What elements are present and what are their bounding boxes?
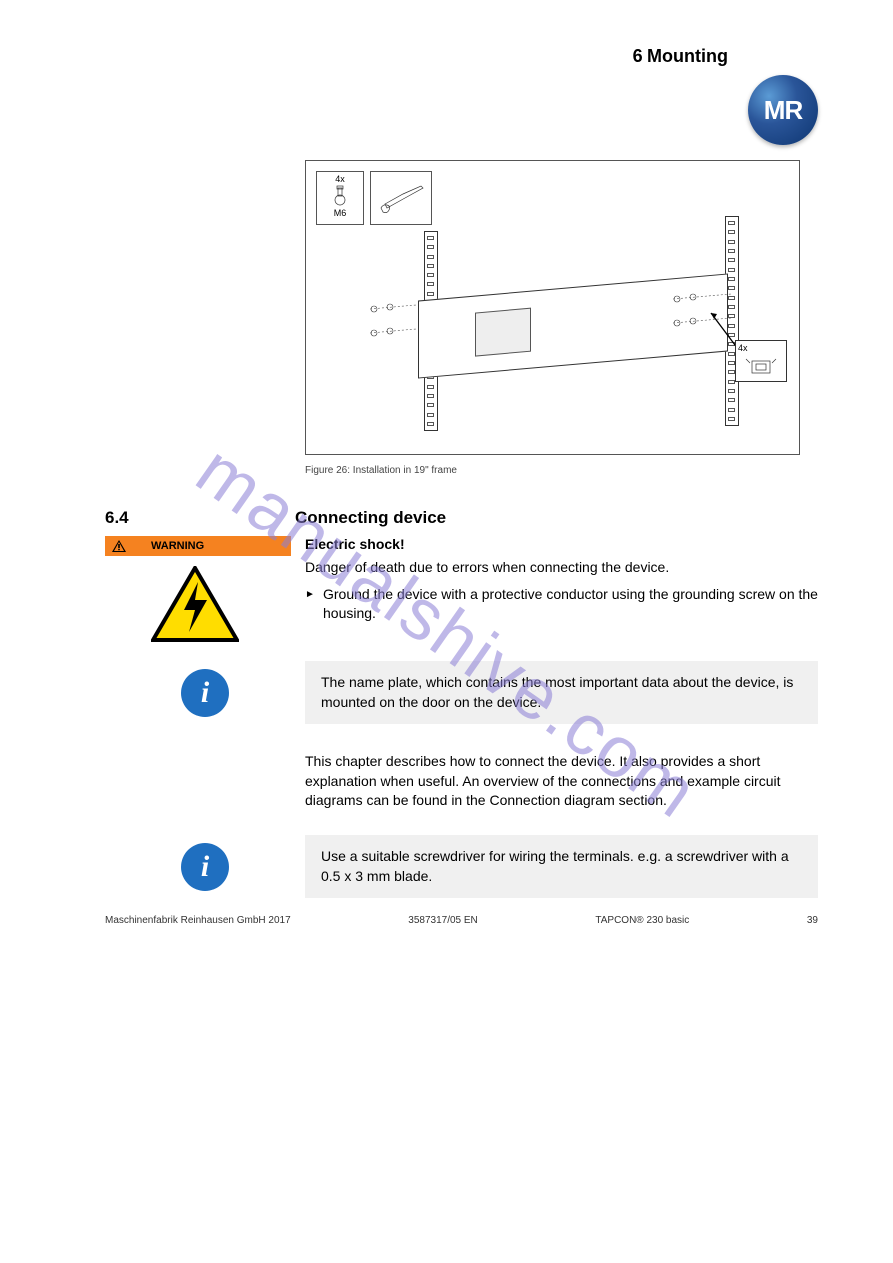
logo-text: MR: [764, 95, 802, 126]
clip-qty-label: 4x: [738, 343, 784, 353]
brand-logo: MR: [748, 75, 818, 145]
info-body-nameplate: The name plate, which contains the most …: [305, 661, 818, 724]
mounting-screws-left: [366, 291, 426, 351]
info-block-screwdriver: i Use a suitable screwdriver for wiring …: [105, 835, 818, 898]
hand-tool-icon: [373, 174, 429, 222]
tool-callout: [370, 171, 432, 225]
warning-instruction: Ground the device with a protective cond…: [305, 585, 818, 623]
info-icon-wrap: i: [105, 661, 305, 724]
footer-company: Maschinenfabrik Reinhausen GmbH 2017: [105, 915, 291, 926]
body-paragraph: This chapter describes how to connect th…: [305, 752, 818, 811]
chapter-header: 6 Mounting: [633, 46, 728, 67]
warning-indicator: WARNING: [105, 536, 305, 649]
section-title: Connecting device: [295, 508, 446, 527]
section-heading: 6.4Connecting device: [105, 508, 818, 528]
figure-rack-installation: 4x M6: [305, 160, 800, 455]
device-screen: [475, 308, 531, 357]
info-icon-letter: i: [201, 676, 209, 710]
clip-callout: 4x: [735, 340, 787, 382]
logo-circle: MR: [748, 75, 818, 145]
main-content: 4x M6: [305, 160, 818, 898]
warning-triangle-icon: [111, 539, 127, 553]
warning-body: Electric shock! Danger of death due to e…: [305, 536, 818, 649]
info-icon: i: [181, 843, 229, 891]
high-voltage-icon: [151, 566, 239, 644]
section-number: 6.4: [105, 508, 295, 528]
chapter-title: Mounting: [647, 46, 728, 66]
figure-legend: 4x M6: [316, 171, 432, 225]
warning-banner: WARNING: [105, 536, 291, 556]
footer-docnum: 3587317/05 EN: [408, 915, 478, 926]
info-icon: i: [181, 669, 229, 717]
screw-qty-label: 4x: [319, 174, 361, 184]
screw-icon: [325, 184, 355, 206]
info-icon-letter: i: [201, 850, 209, 884]
page-footer: Maschinenfabrik Reinhausen GmbH 2017 358…: [105, 915, 818, 926]
info-block-nameplate: i The name plate, which contains the mos…: [105, 661, 818, 724]
warning-title: Electric shock!: [305, 536, 818, 552]
warning-block: WARNING Electric shock! Danger of death …: [105, 536, 818, 649]
figure-caption: Figure 26: Installation in 19" frame: [305, 465, 818, 476]
screw-size-label: M6: [319, 208, 361, 218]
page-container: 6 Mounting MR 4x M6: [0, 0, 893, 976]
footer-page-number: 39: [807, 915, 818, 926]
info-body-screwdriver: Use a suitable screwdriver for wiring th…: [305, 835, 818, 898]
chapter-number: 6: [633, 46, 643, 66]
footer-product: TAPCON® 230 basic: [595, 915, 689, 926]
warning-text: Danger of death due to errors when conne…: [305, 558, 818, 577]
info-icon-wrap: i: [105, 835, 305, 898]
warning-banner-text: WARNING: [151, 540, 204, 552]
screw-callout: 4x M6: [316, 171, 364, 225]
cage-nut-icon: [738, 353, 782, 377]
